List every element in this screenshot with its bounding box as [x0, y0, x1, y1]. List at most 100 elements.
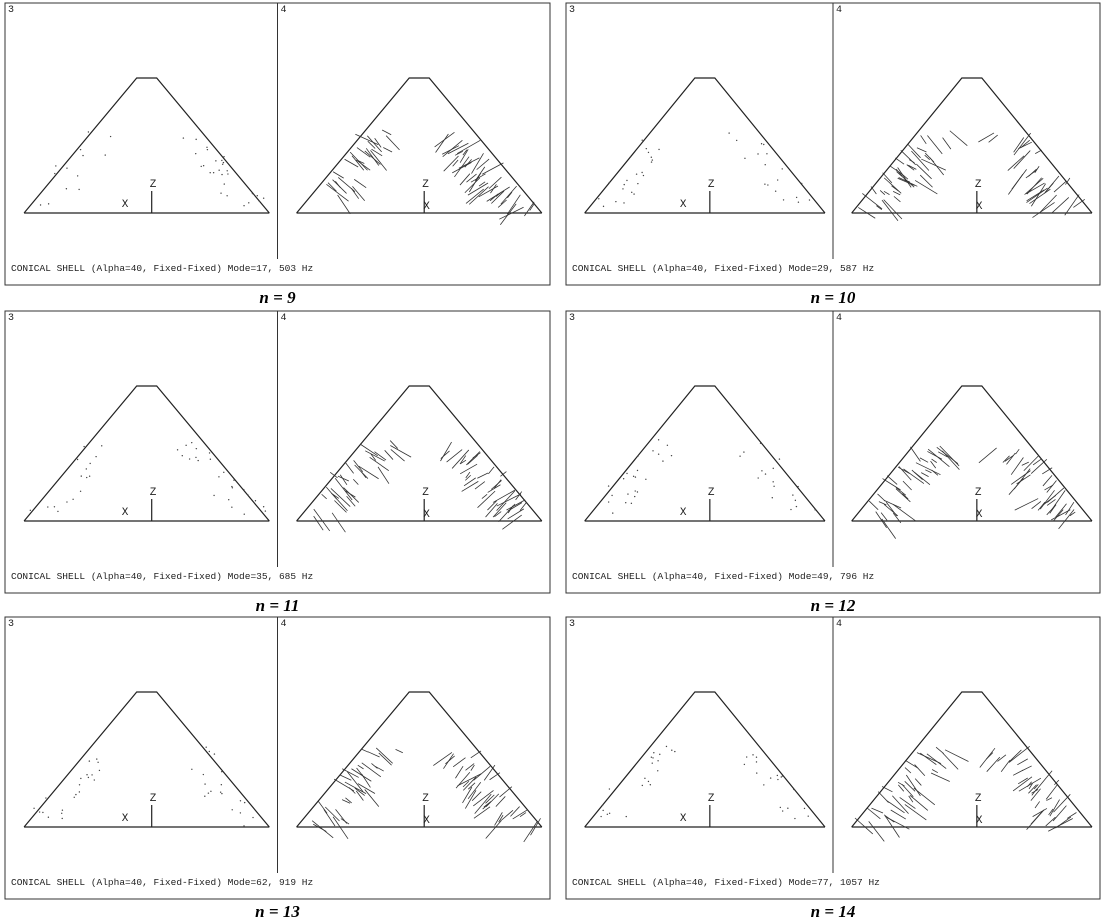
- mode-arrow: [357, 148, 370, 158]
- mode-dot: [220, 192, 221, 193]
- mode-dot: [657, 770, 658, 771]
- mode-arrow: [901, 150, 916, 164]
- mode-arrow: [978, 133, 994, 142]
- panel-caption: CONICAL SHELL (Alpha=40, Fixed-Fixed) Mo…: [11, 263, 313, 274]
- z-axis-label: Z: [422, 793, 429, 805]
- mode-arrow: [453, 758, 465, 767]
- mode-arrow: [908, 144, 921, 157]
- mode-arrow: [358, 765, 364, 769]
- mode-arrow: [465, 790, 476, 808]
- mode-dot: [808, 815, 809, 816]
- mode-dot: [259, 200, 260, 201]
- mode-dot: [626, 473, 627, 474]
- mode-arrow: [507, 192, 512, 198]
- x-axis-label: X: [680, 507, 687, 519]
- mode-dot: [790, 509, 791, 510]
- x-axis-label: X: [423, 509, 430, 521]
- mode-arrow: [871, 808, 882, 813]
- mode-arrow: [362, 774, 371, 787]
- mode-arrow: [876, 512, 887, 528]
- figure: 3ZX4ZXCONICAL SHELL (Alpha=40, Fixed-Fix…: [0, 0, 1103, 922]
- mode-dot: [770, 777, 771, 778]
- mode-arrow: [927, 135, 942, 153]
- mode-dot: [66, 167, 67, 168]
- mode-dot: [204, 796, 205, 797]
- mode-dot: [608, 485, 609, 486]
- mode-dot: [651, 157, 652, 158]
- mode-arrow: [896, 487, 906, 495]
- mode-arrow: [499, 787, 511, 797]
- mode-arrow: [894, 196, 900, 201]
- mode-arrow: [931, 773, 950, 781]
- mode-dot: [777, 779, 778, 780]
- mode-arrow: [1032, 202, 1054, 217]
- mode-arrow: [932, 459, 937, 463]
- mode-arrow: [910, 447, 920, 462]
- mode-arrow: [1014, 469, 1030, 490]
- mode-arrow: [368, 752, 380, 757]
- mode-arrow: [936, 747, 944, 753]
- mode-arrow: [905, 768, 911, 773]
- mode-dot: [257, 195, 258, 196]
- mode-arrow: [386, 136, 399, 150]
- mode-dot: [658, 454, 659, 455]
- mode-dot: [74, 797, 75, 798]
- x-axis-label: X: [680, 199, 687, 211]
- mode-dot: [744, 764, 745, 765]
- mode-dot: [221, 771, 222, 772]
- mode-dot: [756, 761, 757, 762]
- mode-dot: [746, 756, 747, 757]
- mode-arrow: [482, 494, 487, 498]
- mode-arrow: [352, 156, 364, 171]
- n-label: n = 10: [811, 288, 856, 307]
- mode-dot: [651, 161, 652, 162]
- mode-dot: [611, 495, 612, 496]
- mode-arrow: [898, 168, 912, 188]
- mode-dot: [627, 493, 628, 494]
- mode-dot: [793, 789, 794, 790]
- mode-dot: [227, 170, 228, 171]
- mode-dot: [228, 499, 229, 500]
- mode-arrow: [884, 200, 902, 219]
- z-axis-label: Z: [150, 179, 157, 191]
- mode-dot: [767, 184, 768, 185]
- mode-arrow: [920, 175, 932, 187]
- mode-arrow: [896, 489, 910, 502]
- mode-arrow: [1040, 195, 1057, 213]
- mode-dot: [612, 512, 613, 513]
- x-axis-label: X: [423, 815, 430, 827]
- mode-arrow: [902, 784, 913, 797]
- mode-dot: [221, 160, 222, 161]
- mode-dot: [209, 452, 210, 453]
- mode-arrow: [396, 749, 403, 752]
- mode-arrow: [1051, 197, 1068, 213]
- mode-dot: [728, 132, 729, 133]
- mode-arrow: [340, 775, 352, 780]
- mode-arrow: [500, 204, 516, 225]
- mode-dot: [48, 817, 49, 818]
- mode-dot: [623, 478, 624, 479]
- mode-dot: [86, 477, 87, 478]
- mode-dot: [797, 486, 798, 487]
- mode-arrow: [452, 450, 469, 469]
- mode-arrow: [1046, 784, 1058, 799]
- mode-arrow: [1045, 485, 1053, 490]
- mode-arrow: [1047, 499, 1055, 505]
- z-axis-label: Z: [422, 179, 429, 191]
- mode-dot: [671, 455, 672, 456]
- mode-arrow: [883, 173, 892, 183]
- mode-dot: [243, 205, 244, 206]
- mode-dot: [110, 136, 111, 137]
- mode-arrow: [524, 202, 534, 216]
- mode-dot: [195, 457, 196, 458]
- mode-dot: [240, 812, 241, 813]
- mode-arrow: [360, 444, 378, 456]
- mode-dot: [95, 456, 96, 457]
- mode-arrow: [898, 178, 915, 185]
- mode-arrow: [920, 458, 928, 462]
- cone-outline: [852, 78, 1092, 213]
- mode-arrow: [466, 174, 476, 182]
- viewport-number: 3: [8, 5, 14, 16]
- mode-arrow: [474, 766, 491, 780]
- mode-arrow: [338, 177, 355, 191]
